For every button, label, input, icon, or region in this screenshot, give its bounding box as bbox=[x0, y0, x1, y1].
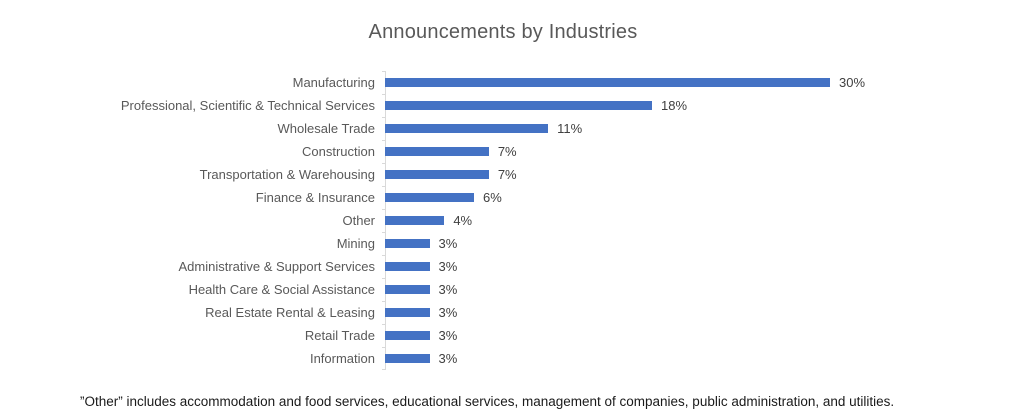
category-label: Professional, Scientific & Technical Ser… bbox=[120, 98, 375, 113]
axis-tick bbox=[382, 347, 386, 348]
category-label: Information bbox=[309, 351, 375, 366]
category-label: Transportation & Warehousing bbox=[199, 167, 375, 182]
bar-area: 4% bbox=[385, 209, 990, 232]
axis-tick bbox=[382, 140, 386, 141]
chart-row: Manufacturing 30% bbox=[80, 71, 990, 94]
bar bbox=[385, 239, 430, 248]
value-label: 18% bbox=[661, 98, 688, 113]
value-label: 4% bbox=[453, 213, 473, 228]
bar bbox=[385, 354, 430, 363]
bar bbox=[385, 170, 489, 179]
chart-row: Wholesale Trade 11% bbox=[80, 117, 990, 140]
bar-area: 11% bbox=[385, 117, 990, 140]
chart-rows: Manufacturing 30% Professional, Scientific… bbox=[80, 71, 990, 370]
bar bbox=[385, 193, 474, 202]
value-label: 3% bbox=[438, 282, 458, 297]
value-label: 3% bbox=[438, 328, 458, 343]
value-label: 11% bbox=[557, 121, 583, 136]
category-label: Administrative & Support Services bbox=[178, 259, 375, 274]
value-label: 7% bbox=[497, 167, 517, 182]
axis-tick bbox=[382, 232, 386, 233]
value-label: 30% bbox=[839, 75, 866, 90]
category-label: Health Care & Social Assistance bbox=[188, 282, 375, 297]
axis-tick bbox=[382, 71, 386, 72]
chart-row: Transportation & Warehousing 7% bbox=[80, 163, 990, 186]
chart-row: Mining 3% bbox=[80, 232, 990, 255]
chart-row: Real Estate Rental & Leasing 3% bbox=[80, 301, 990, 324]
category-label: Mining bbox=[336, 236, 375, 251]
chart-row: Information 3% bbox=[80, 347, 990, 370]
bar-area: 30% bbox=[385, 71, 990, 94]
value-label: 3% bbox=[438, 351, 458, 366]
chart-row: Construction 7% bbox=[80, 140, 990, 163]
bar bbox=[385, 262, 430, 271]
value-label: 7% bbox=[497, 144, 517, 159]
footnote: ”Other” includes accommodation and food … bbox=[80, 394, 895, 409]
bar bbox=[385, 285, 430, 294]
category-label: Other bbox=[342, 213, 375, 228]
chart-row: Administrative & Support Services 3% bbox=[80, 255, 990, 278]
bar-area: 3% bbox=[385, 278, 990, 301]
value-label: 6% bbox=[483, 190, 502, 205]
bar bbox=[385, 216, 445, 225]
bar bbox=[385, 147, 489, 156]
value-label: 3% bbox=[438, 259, 458, 274]
axis-tick bbox=[382, 117, 386, 118]
axis-tick bbox=[382, 278, 386, 279]
axis-tick bbox=[382, 324, 386, 325]
bar-area: 3% bbox=[385, 255, 990, 278]
category-label: Wholesale Trade bbox=[277, 121, 375, 136]
bar bbox=[385, 124, 549, 133]
axis-tick bbox=[382, 301, 386, 302]
chart-row: Professional, Scientific & Technical Ser… bbox=[80, 94, 990, 117]
chart-title: Announcements by Industries bbox=[368, 21, 638, 43]
axis-tick bbox=[382, 255, 386, 256]
bar bbox=[385, 78, 830, 87]
value-label: 3% bbox=[438, 236, 458, 251]
chart-row: Other 4% bbox=[80, 209, 990, 232]
bar bbox=[385, 308, 430, 317]
chart-row: Finance & Insurance 6% bbox=[80, 186, 990, 209]
bar bbox=[385, 101, 652, 110]
axis-tick bbox=[382, 209, 386, 210]
bar-area: 3% bbox=[385, 301, 990, 324]
axis-tick bbox=[382, 186, 386, 187]
bar-area: 3% bbox=[385, 324, 990, 347]
axis-tick bbox=[382, 369, 386, 370]
bar-area: 3% bbox=[385, 232, 990, 255]
bar-area: 3% bbox=[385, 347, 990, 370]
category-label: Real Estate Rental & Leasing bbox=[205, 305, 375, 320]
axis-tick bbox=[382, 163, 386, 164]
category-label: Finance & Insurance bbox=[255, 190, 375, 205]
bar-chart: Manufacturing 30% Professional, Scientific… bbox=[80, 71, 990, 370]
category-label: Retail Trade bbox=[304, 328, 375, 343]
bar-area: 7% bbox=[385, 163, 990, 186]
bar-area: 7% bbox=[385, 140, 990, 163]
category-label: Manufacturing bbox=[292, 75, 375, 90]
axis-tick bbox=[382, 94, 386, 95]
chart-row: Retail Trade 3% bbox=[80, 324, 990, 347]
category-label: Construction bbox=[302, 144, 375, 159]
bar-area: 6% bbox=[385, 186, 990, 209]
value-label: 3% bbox=[438, 305, 458, 320]
bar bbox=[385, 331, 430, 340]
chart-row: Health Care & Social Assistance 3% bbox=[80, 278, 990, 301]
bar-area: 18% bbox=[385, 94, 990, 117]
